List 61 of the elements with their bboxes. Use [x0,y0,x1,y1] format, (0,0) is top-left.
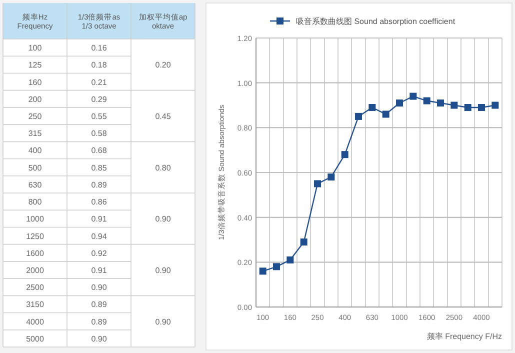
text: 0.90 [155,214,172,224]
text: 0.80 [155,163,172,172]
category-label: 500 [28,163,42,172]
category-label: 800 [28,198,42,207]
text: 0.89 [91,300,108,310]
point [314,180,321,188]
category-label: 3150 [26,300,44,310]
category-label: 250 [28,112,42,121]
text: 0.86 [91,198,108,207]
text: 0.90 [91,334,108,344]
point [368,104,376,111]
point [450,102,458,109]
text: 0.92 [91,248,108,258]
category-label: 1600 [26,248,44,258]
category-label: 200 [28,94,42,104]
point [286,256,294,264]
text: 0.94 [91,232,108,241]
point [478,104,485,111]
point [382,110,390,118]
category-label: 1000 [26,214,44,224]
point [355,112,362,120]
point [437,100,444,107]
text: 0.20 [155,60,172,70]
point [341,151,348,158]
category-label: 2000 [26,266,44,275]
text: 0.91 [91,214,108,224]
point [423,97,430,104]
text: 0.89 [91,180,108,190]
point [492,102,499,109]
category-label: 5000 [26,334,44,344]
category-label: 315 [28,129,42,138]
text: 0.90 [91,283,108,292]
text: 0.18 [91,60,108,70]
legend: 吸音系数曲线图 Sound absorption coefficient [270,17,456,26]
point [328,173,335,180]
point [464,104,472,111]
category-label: 400 [28,146,42,156]
text: 0.21 [91,78,108,87]
text: 0.16 [91,44,108,53]
point [410,92,417,100]
text: 0.58 [91,129,108,138]
text: 0.29 [91,94,108,104]
point [273,263,280,270]
x-axis-title: 频率 Frequency F/Hz [426,332,502,341]
text: 0.91 [91,266,108,275]
point [396,100,403,107]
text: 0.85 [91,163,108,172]
text: 0.68 [91,146,108,156]
text: 0.55 [91,112,108,121]
category-label: 1250 [26,232,44,241]
text: 0.89 [91,317,108,326]
category-label: 100 [28,44,42,53]
text: 0.90 [155,266,172,275]
point [300,238,308,246]
category-label: 125 [28,60,42,70]
category-label: 630 [28,180,42,190]
text: 0.45 [155,112,172,121]
text: 0.90 [155,317,172,326]
category-label: 160 [28,78,42,87]
category-label: 2500 [26,283,44,292]
point [259,268,266,275]
